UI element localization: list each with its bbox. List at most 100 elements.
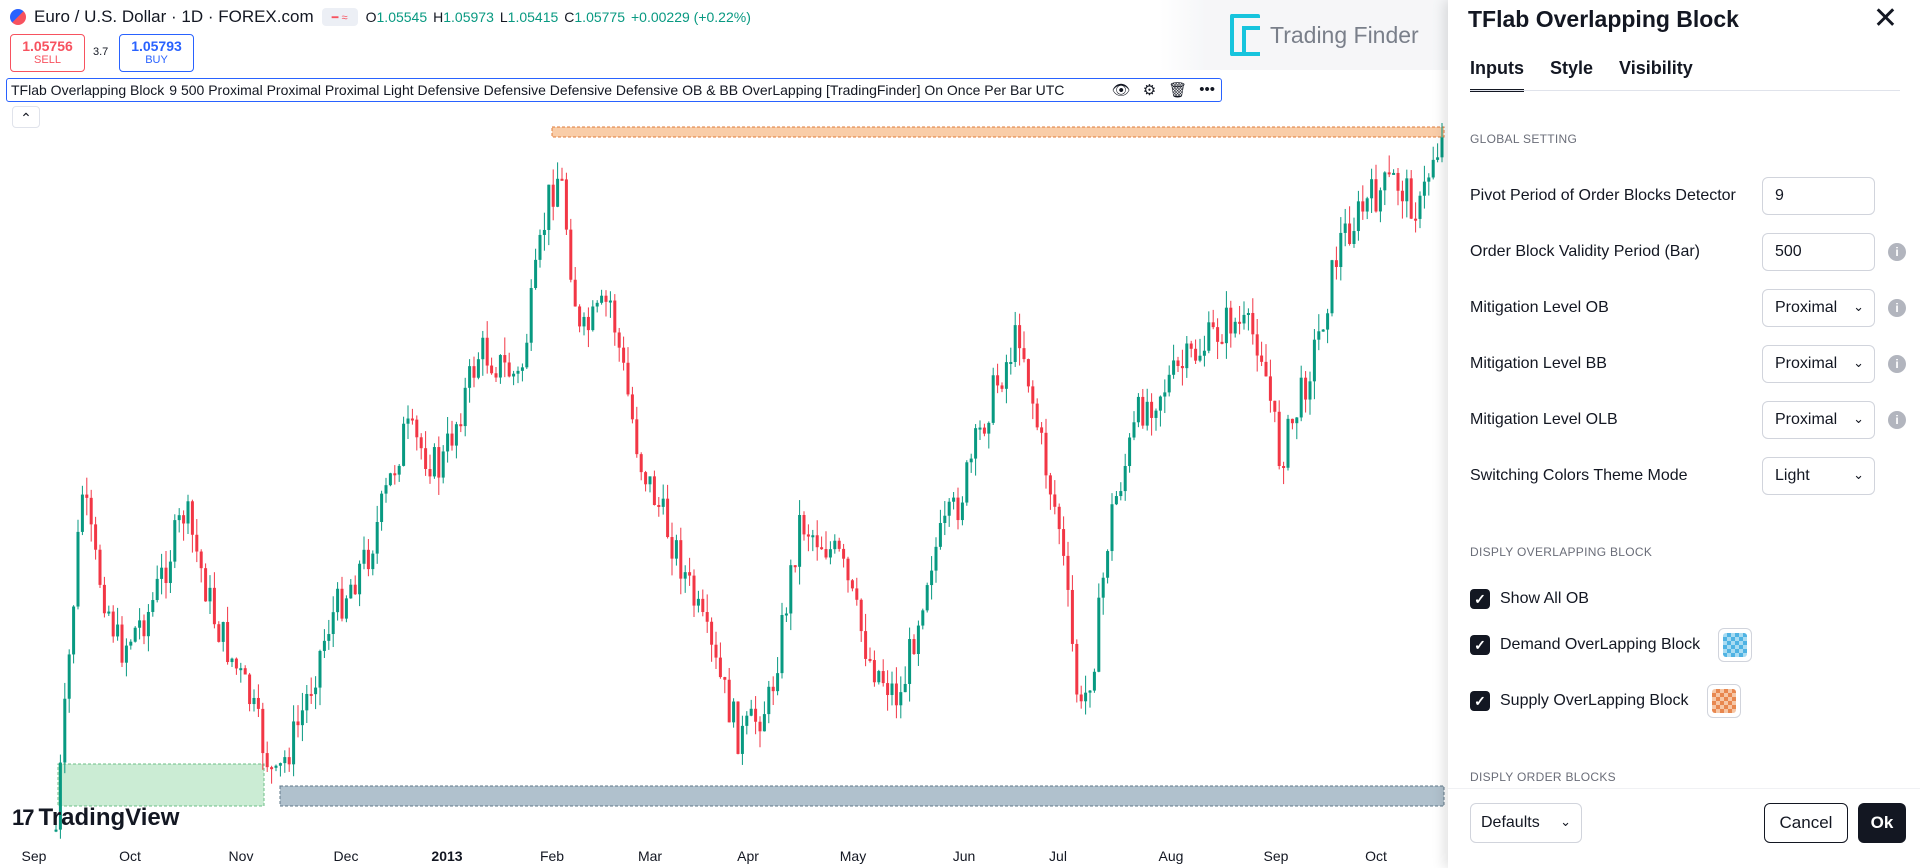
x-axis-label: Apr bbox=[737, 848, 759, 864]
x-axis-label: Mar bbox=[637, 848, 663, 864]
candle-body bbox=[173, 520, 177, 562]
candle-body bbox=[864, 631, 868, 659]
candle-body bbox=[1084, 692, 1088, 702]
candle-body bbox=[908, 639, 912, 684]
candle-body bbox=[384, 485, 388, 494]
supply-overlapping-row[interactable]: ✓ Supply OverLapping Block bbox=[1470, 684, 1741, 718]
setting-row-mitigation-bb: Mitigation Level BB Proximal ⌄ i bbox=[1470, 344, 1906, 384]
candle-body bbox=[1207, 322, 1211, 351]
show-all-ob-checkbox[interactable]: ✓ bbox=[1470, 589, 1490, 609]
close-icon[interactable]: ✕ bbox=[1872, 2, 1898, 35]
chevron-up-icon[interactable]: ⌃ bbox=[12, 106, 40, 128]
candle-body bbox=[406, 418, 410, 424]
tab-visibility[interactable]: Visibility bbox=[1619, 58, 1693, 78]
demand-color-swatch[interactable] bbox=[1718, 628, 1753, 662]
chevron-down-icon: ⌄ bbox=[1853, 411, 1864, 426]
candle-body bbox=[811, 535, 815, 538]
candle-body bbox=[850, 580, 854, 589]
defaults-button[interactable]: Defaults ⌄ bbox=[1470, 803, 1582, 843]
candle-body bbox=[1440, 137, 1444, 158]
buy-button[interactable]: 1.05793 BUY bbox=[119, 34, 194, 72]
candle-body bbox=[894, 683, 898, 706]
candle-body bbox=[754, 708, 758, 722]
candle-body bbox=[688, 572, 692, 576]
candle-body bbox=[1409, 178, 1413, 219]
info-icon[interactable]: i bbox=[1888, 411, 1906, 429]
pivot-period-input[interactable]: 9 bbox=[1762, 177, 1875, 215]
x-axis-label: Feb bbox=[539, 848, 565, 864]
info-icon[interactable]: i bbox=[1888, 299, 1906, 317]
candle-body bbox=[1053, 494, 1057, 507]
candle-body bbox=[771, 686, 775, 692]
dialog-title: TFlab Overlapping Block bbox=[1468, 6, 1739, 32]
validity-period-input[interactable]: 500 bbox=[1762, 233, 1875, 271]
candle-body bbox=[1172, 360, 1176, 375]
info-icon[interactable]: i bbox=[1888, 355, 1906, 373]
cancel-button[interactable]: Cancel bbox=[1764, 803, 1848, 843]
mitigation-ob-select[interactable]: Proximal ⌄ bbox=[1762, 289, 1875, 327]
candle-body bbox=[1044, 432, 1048, 476]
supply-overlapping-checkbox[interactable]: ✓ bbox=[1470, 691, 1490, 711]
trash-icon[interactable]: 🗑 bbox=[1168, 82, 1188, 99]
supply-color-swatch[interactable] bbox=[1706, 684, 1741, 718]
price-chart[interactable] bbox=[0, 0, 1448, 868]
market-status-icon[interactable]: ━ ≈ bbox=[321, 8, 358, 26]
candle-body bbox=[1334, 260, 1338, 268]
candle-body bbox=[1365, 198, 1369, 212]
theme-mode-select[interactable]: Light ⌄ bbox=[1762, 457, 1875, 495]
candle-body bbox=[793, 565, 797, 568]
spread-value: 3.7 bbox=[93, 46, 109, 58]
ok-button[interactable]: Ok bbox=[1858, 803, 1906, 843]
candle-body bbox=[1004, 362, 1008, 389]
candle-body bbox=[630, 394, 634, 420]
show-all-ob-row[interactable]: ✓ Show All OB bbox=[1470, 584, 1589, 614]
candle-body bbox=[740, 725, 744, 754]
more-icon[interactable]: ••• bbox=[1199, 81, 1215, 98]
mitigation-olb-select[interactable]: Proximal ⌄ bbox=[1762, 401, 1875, 439]
candle-body bbox=[1088, 690, 1092, 693]
candle-body bbox=[1062, 529, 1066, 556]
demand-order-block-zone bbox=[57, 763, 265, 807]
gear-icon[interactable]: ⚙ bbox=[1142, 82, 1157, 99]
candle-body bbox=[661, 498, 665, 507]
candle-body bbox=[666, 498, 670, 538]
symbol-title[interactable]: Euro / U.S. Dollar · 1D · FOREX.com bbox=[34, 7, 314, 26]
indicator-name[interactable]: TFlab Overlapping Block bbox=[11, 82, 165, 98]
candle-body bbox=[710, 621, 714, 645]
indicator-legend[interactable]: TFlab Overlapping Block 9 500 Proximal P… bbox=[6, 78, 1222, 102]
demand-overlapping-checkbox[interactable]: ✓ bbox=[1470, 635, 1490, 655]
candle-body bbox=[230, 658, 234, 663]
chart-area[interactable]: Euro / U.S. Dollar · 1D · FOREX.com ━ ≈ … bbox=[0, 0, 1448, 868]
candle-body bbox=[1308, 381, 1312, 400]
tab-style[interactable]: Style bbox=[1550, 58, 1594, 78]
sell-button[interactable]: 1.05756 SELL bbox=[10, 34, 85, 72]
candle-body bbox=[353, 584, 357, 595]
candle-body bbox=[318, 650, 322, 688]
candle-body bbox=[344, 598, 348, 619]
section-order-blocks: DISPLY ORDER BLOCKS bbox=[1470, 770, 1616, 784]
candle-body bbox=[802, 514, 806, 535]
candle-body bbox=[54, 829, 58, 832]
candle-body bbox=[1348, 223, 1352, 244]
tab-inputs[interactable]: Inputs bbox=[1470, 58, 1524, 92]
setting-row-validity-period: Order Block Validity Period (Bar) 500 i bbox=[1470, 232, 1906, 272]
eye-icon[interactable]: 👁 bbox=[1111, 82, 1131, 99]
candle-body bbox=[564, 179, 568, 230]
x-axis-label: Jul bbox=[1049, 848, 1067, 864]
mitigation-bb-select[interactable]: Proximal ⌄ bbox=[1762, 345, 1875, 383]
candle-body bbox=[1273, 400, 1277, 412]
x-axis-label: May bbox=[839, 848, 867, 864]
demand-overlapping-block-zone bbox=[279, 785, 1445, 807]
candle-body bbox=[1114, 496, 1118, 505]
candle-body bbox=[1013, 325, 1017, 363]
candle-body bbox=[327, 634, 331, 641]
tradingview-logo[interactable]: 17 TradingView bbox=[12, 804, 180, 831]
info-icon[interactable]: i bbox=[1888, 243, 1906, 261]
candle-body bbox=[393, 473, 397, 476]
candle-body bbox=[234, 658, 238, 669]
demand-overlapping-row[interactable]: ✓ Demand OverLapping Block bbox=[1470, 628, 1753, 662]
candle-body bbox=[446, 433, 450, 452]
x-axis-label: Jun bbox=[952, 848, 976, 864]
candle-body bbox=[947, 501, 951, 516]
candle-body bbox=[1418, 195, 1422, 219]
